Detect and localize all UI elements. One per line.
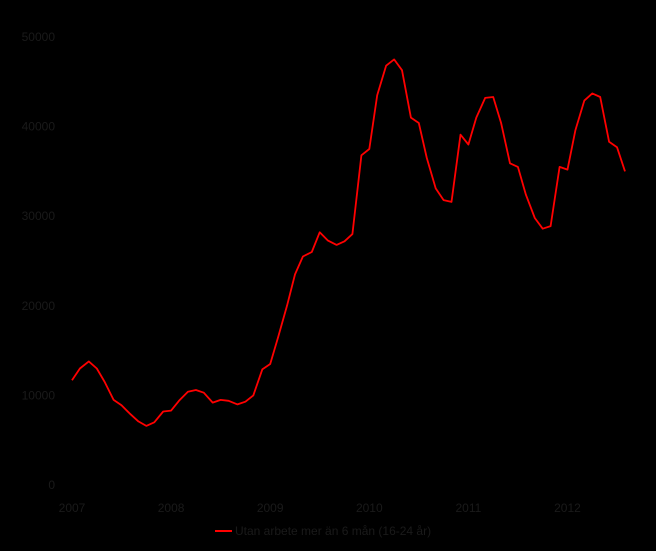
y-axis-tick-labels: 0 10000 20000 30000 40000 50000: [22, 30, 56, 492]
series-lines: [71, 58, 626, 427]
y-tick-label: 0: [48, 478, 55, 492]
y-tick-label: 50000: [22, 30, 56, 44]
y-tick-label: 40000: [22, 120, 56, 134]
y-tick-label: 20000: [22, 299, 56, 313]
x-tick-label: 2008: [158, 501, 185, 515]
y-tick-label: 10000: [22, 388, 56, 402]
x-tick-label: 2007: [59, 501, 86, 515]
x-tick-label: 2009: [257, 501, 284, 515]
x-tick-label: 2011: [455, 501, 481, 515]
x-tick-label: 2012: [554, 501, 581, 515]
x-tick-label: 2010: [356, 501, 383, 515]
legend: Utan arbete mer än 6 mån (16-24 år): [215, 524, 431, 538]
y-tick-label: 30000: [22, 209, 56, 223]
legend-label: Utan arbete mer än 6 mån (16-24 år): [235, 524, 431, 538]
series-line: [71, 58, 626, 427]
x-axis-tick-labels: 2007 2008 2009 2010 2011 2012: [59, 501, 582, 515]
